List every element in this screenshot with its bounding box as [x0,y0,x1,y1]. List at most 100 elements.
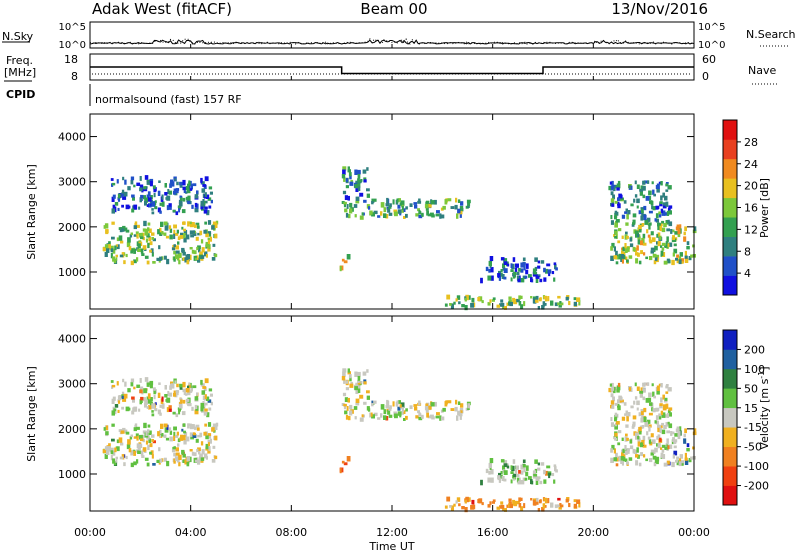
velocity-cell [373,400,377,404]
power-cell [125,204,130,210]
velocity-cell [105,431,109,436]
velocity-cell [195,457,199,462]
velocity-cell [450,408,455,411]
velocity-cell [488,462,492,469]
nave-tick-bottom: 0 [702,70,709,83]
velocity-cell [633,400,636,405]
power-cell [208,244,211,250]
velocity-cell [202,401,205,405]
power-cell [535,295,539,301]
velocity-cell [139,399,142,405]
velocity-cell [625,433,628,437]
power-cell [195,236,199,241]
velocity-cell [548,472,552,476]
velocity-cell [535,497,539,503]
velocity-cell [535,501,539,505]
velocity-cell [111,398,115,404]
power-cell [111,208,115,214]
power-cell [203,229,207,234]
velocity-cell [442,407,446,412]
velocity-cell [617,382,621,387]
velocity-cell [615,421,620,425]
time-tick-label: 08:00 [275,526,307,539]
cpid-label: CPID [6,88,35,101]
velocity-cell [385,405,390,409]
power-cell [214,253,218,258]
velocity-cell [625,410,628,414]
power-cell [623,254,626,260]
power-cell [148,236,152,241]
velocity-cell [380,404,385,410]
power-cell [640,240,643,246]
velocity-cell [611,382,614,388]
power-cell [403,216,406,219]
velocity-cell [659,403,663,407]
power-cell [165,235,170,239]
power-cell [160,221,164,227]
velocity-cell [457,401,461,405]
velocity-cell [149,382,153,389]
velocity-cell [668,444,673,449]
power-cell [144,175,149,180]
velocity-cell [176,383,179,388]
velocity-cell [417,410,420,414]
velocity-cell [204,423,207,427]
power-colorbar-swatch [723,139,737,160]
velocity-cell [672,431,675,435]
velocity-cell [159,412,162,416]
power-cell [661,210,666,216]
power-cell [613,186,616,192]
power-cell [655,213,659,219]
velocity-cell [117,399,121,404]
velocity-cell [368,408,371,412]
velocity-cell [342,392,347,397]
velocity-cell [341,460,345,464]
velocity-cell [175,447,179,452]
power-cell [530,277,533,283]
velocity-cell [548,473,551,479]
velocity-cell [208,407,212,411]
power-cell [652,189,655,195]
velocity-cell [636,400,640,406]
velocity-cell [464,507,468,513]
power-cell [491,299,495,302]
power-cell [145,228,148,234]
velocity-cell [401,410,404,415]
power-cell [111,221,115,225]
power-cell [528,274,532,278]
power-cell [133,234,137,237]
velocity-cell [621,416,626,421]
velocity-cell [357,380,360,383]
power-cell [106,244,111,249]
power-cell [349,181,354,186]
power-cell [388,205,392,209]
power-cell [614,213,618,218]
power-cell [166,258,170,265]
power-cell [428,203,432,208]
velocity-cell [187,385,190,390]
power-cell [535,277,539,283]
power-cell [553,262,557,266]
velocity-cell [642,388,646,393]
power-cell [653,260,657,265]
velocity-colorbar-tick-label: -50 [744,441,762,454]
freq-trace [90,66,694,75]
velocity-cell [684,428,687,434]
velocity-cell [498,478,501,483]
power-cell [173,229,176,235]
velocity-cell [349,410,353,416]
power-colorbar-swatch [723,197,737,218]
power-cell [371,212,375,217]
power-cell [190,184,193,190]
power-cell [140,248,144,254]
power-cell [148,228,152,233]
velocity-cell [648,439,652,444]
velocity-cell [371,403,374,407]
velocity-cell [344,397,348,402]
velocity-cell [555,469,558,473]
power-cell [394,211,398,217]
power-cell [578,300,581,306]
velocity-cell [680,463,684,466]
velocity-cell [182,453,186,458]
power-cell [643,252,646,256]
